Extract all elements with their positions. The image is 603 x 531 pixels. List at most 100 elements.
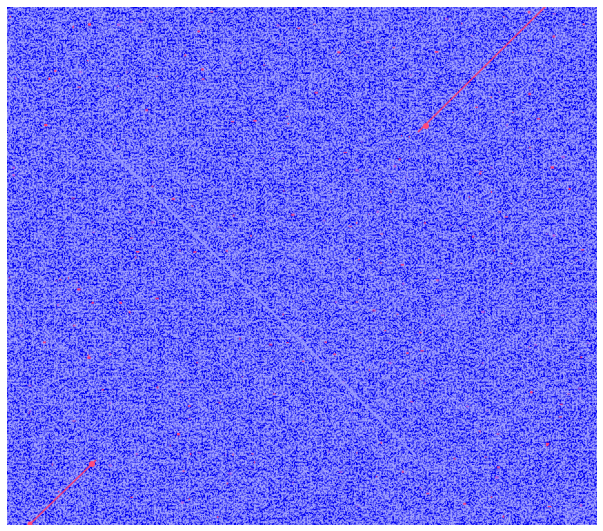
speck	[184, 54, 187, 57]
speck	[54, 69, 57, 72]
speck	[498, 211, 502, 213]
speck	[556, 179, 558, 182]
speck	[134, 256, 137, 259]
speck	[490, 166, 493, 169]
speck	[390, 190, 392, 193]
speck	[109, 402, 111, 405]
speck	[419, 487, 422, 489]
speck	[575, 259, 578, 261]
speck	[19, 324, 23, 327]
speck	[189, 452, 192, 456]
speck	[32, 416, 34, 417]
speck	[384, 330, 387, 332]
speck	[135, 453, 138, 456]
speck	[405, 176, 407, 178]
speck	[77, 439, 79, 441]
speck	[130, 496, 133, 498]
speck	[128, 311, 131, 314]
speck	[449, 40, 451, 42]
speck	[528, 346, 531, 348]
speck	[380, 441, 382, 444]
speck	[379, 262, 382, 264]
speck	[368, 369, 370, 372]
speck	[343, 151, 347, 154]
speck	[408, 135, 410, 138]
speck	[380, 233, 384, 235]
speck	[484, 456, 487, 458]
speck	[499, 231, 501, 233]
speck	[188, 498, 190, 501]
red-diagonal	[27, 459, 97, 525]
speck	[101, 388, 104, 391]
speck	[521, 444, 523, 446]
speck	[498, 91, 500, 93]
speck	[496, 433, 500, 435]
speck	[276, 24, 280, 27]
speck	[493, 232, 496, 234]
speck	[356, 452, 358, 454]
speck	[510, 263, 513, 265]
speck	[12, 166, 15, 170]
speck	[61, 101, 63, 103]
speck	[187, 418, 192, 420]
speck	[228, 472, 232, 475]
speck	[354, 54, 358, 57]
speck	[449, 224, 452, 226]
speck	[151, 185, 154, 188]
speck	[355, 301, 359, 303]
speck	[596, 93, 597, 96]
speck	[466, 405, 469, 408]
speck	[302, 360, 305, 362]
speck	[239, 337, 241, 340]
speck	[71, 197, 75, 200]
speck	[506, 124, 508, 127]
diagonal-line	[99, 139, 417, 457]
speck	[177, 433, 180, 436]
speck	[313, 23, 316, 25]
speck	[301, 336, 304, 338]
speck	[392, 46, 396, 49]
speck	[578, 387, 582, 390]
red-dot	[89, 461, 95, 467]
speck	[478, 430, 481, 433]
speck	[541, 322, 543, 325]
speck	[179, 249, 181, 252]
speck	[441, 314, 445, 316]
speck	[88, 23, 91, 26]
speck	[278, 43, 282, 46]
speck	[537, 49, 541, 52]
speck	[567, 393, 570, 395]
speck	[528, 92, 531, 96]
speck	[57, 490, 60, 493]
speck	[464, 226, 466, 229]
speck	[285, 116, 289, 117]
speck	[358, 259, 360, 261]
speck	[409, 74, 412, 76]
speck	[29, 409, 31, 412]
speck	[495, 476, 499, 479]
speck	[461, 22, 463, 25]
speck	[445, 17, 449, 21]
speck	[263, 64, 265, 66]
speck	[490, 96, 492, 98]
speck	[86, 60, 89, 62]
speck	[536, 118, 541, 120]
speck	[171, 197, 176, 201]
speck	[400, 263, 404, 266]
speck	[126, 70, 128, 74]
speck	[291, 213, 295, 216]
speck	[197, 30, 200, 33]
speck	[534, 344, 537, 346]
speck	[562, 88, 563, 91]
speck	[113, 143, 116, 146]
speck	[8, 276, 10, 279]
speck	[366, 41, 370, 43]
speck	[420, 378, 423, 381]
speck	[297, 27, 300, 29]
speck	[75, 281, 78, 284]
speck	[239, 62, 242, 64]
speck	[41, 462, 43, 464]
speck	[292, 481, 294, 484]
speck	[201, 78, 205, 81]
speck	[471, 235, 475, 238]
